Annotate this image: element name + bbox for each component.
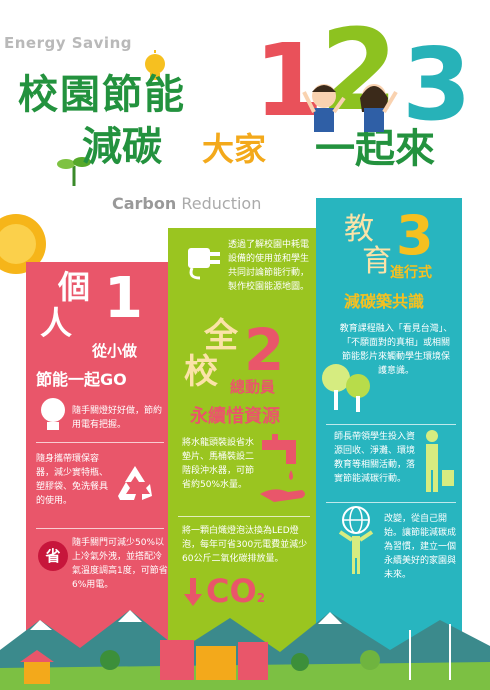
divider (326, 502, 456, 503)
divider (36, 442, 164, 443)
page-title-line2-b: 大家 (202, 130, 267, 168)
col1-subtitle2: 節能一起GO (36, 370, 127, 389)
faucet-icon (260, 434, 305, 502)
co2-subscript: 2 (256, 591, 266, 605)
col2-subtitle1: 總動員 (230, 378, 276, 396)
person-recycling-icon (426, 430, 454, 492)
lightbulb-icon (41, 398, 65, 430)
col3-item2: 師長帶領學生投入資源回收、淨灘、環境教育等相關活動，落實節能減碳行動。 (334, 432, 416, 484)
energy-saving-label: Energy Saving (4, 34, 132, 52)
big-number-3: 3 (402, 26, 472, 143)
sprout-icon (57, 157, 91, 186)
divider (326, 424, 456, 425)
divider (178, 516, 310, 517)
page-title-line2-a: 減碳 (82, 124, 162, 170)
plug-icon (188, 248, 220, 280)
trees-icon (322, 364, 370, 412)
divider (36, 528, 164, 529)
carbon-reduction-label: Carbon Reduction (112, 194, 261, 213)
col2-big-char2: 校 (184, 352, 218, 392)
reduction-word: Reduction (176, 194, 262, 213)
col2-intro: 透過了解校園中耗電設備的使用並和學生共同討論節能行動，製作校園能源地圖。 (228, 240, 310, 292)
col1-item1: 隨手關燈好好做，節約用電有把握。 (72, 406, 163, 430)
page-title-line1: 校園節能 (18, 72, 186, 118)
lightbulb-icon (145, 50, 165, 80)
landscape-illustration (0, 610, 490, 690)
col3-subtitle2: 減碳築共識 (344, 292, 425, 311)
col3-item3: 改變，從自己開始。讓節能減碳成為習慣，建立一個永續美好的家園與未來。 (384, 514, 457, 580)
save-badge: 省 (38, 541, 68, 571)
col2-big-number: 2 (244, 316, 285, 384)
recycle-icon (118, 466, 152, 500)
globe-person-icon (338, 506, 374, 574)
col1-subtitle1: 從小做 (92, 342, 138, 360)
col3-item1: 教育課程融入「看見台灣」、「不願面對的真相」或相關節能影片來觸動學生環境保護意識… (339, 324, 453, 376)
col3-big-number: 3 (396, 204, 434, 267)
co2-text: CO (206, 572, 257, 610)
col1-item2: 隨身攜帶環保容器，減少實特瓶、塑膠袋、免洗餐具的使用。 (36, 454, 109, 506)
big-number-1: 1 (254, 22, 324, 139)
col1-big-char1: 個 (58, 268, 91, 306)
col2-big-char1: 全 (204, 316, 238, 356)
col1-big-number: 1 (104, 266, 143, 331)
col3-big-char2: 育 (362, 244, 392, 279)
col2-item2: 將一顆白熾燈泡汰換為LED燈泡，每年可省300元電費並減少60公斤二氧化碳排放量… (182, 526, 308, 564)
col3-big-char1: 教 (344, 212, 374, 247)
column-individual (26, 262, 172, 690)
col2-subtitle2: 永續惜資源 (190, 406, 280, 427)
sun-inner (0, 224, 36, 264)
page-title-line2-c: 一起來 (315, 126, 435, 172)
col1-item3: 隨手關門可減少50%以上冷氣外洩，並搭配冷氣溫度調高1度，可節省6%用電。 (72, 538, 168, 590)
col2-item1: 將水龍頭裝設省水墊片、馬桶裝設二階段沖水器，可節省約50%水量。 (182, 438, 255, 490)
down-arrow-icon (184, 578, 202, 606)
children-illustration (302, 84, 398, 132)
co2-label: CO2 (206, 572, 265, 610)
col3-subtitle1: 進行式 (390, 265, 432, 281)
carbon-word: Carbon (112, 194, 177, 213)
col1-big-char2: 人 (40, 304, 73, 342)
